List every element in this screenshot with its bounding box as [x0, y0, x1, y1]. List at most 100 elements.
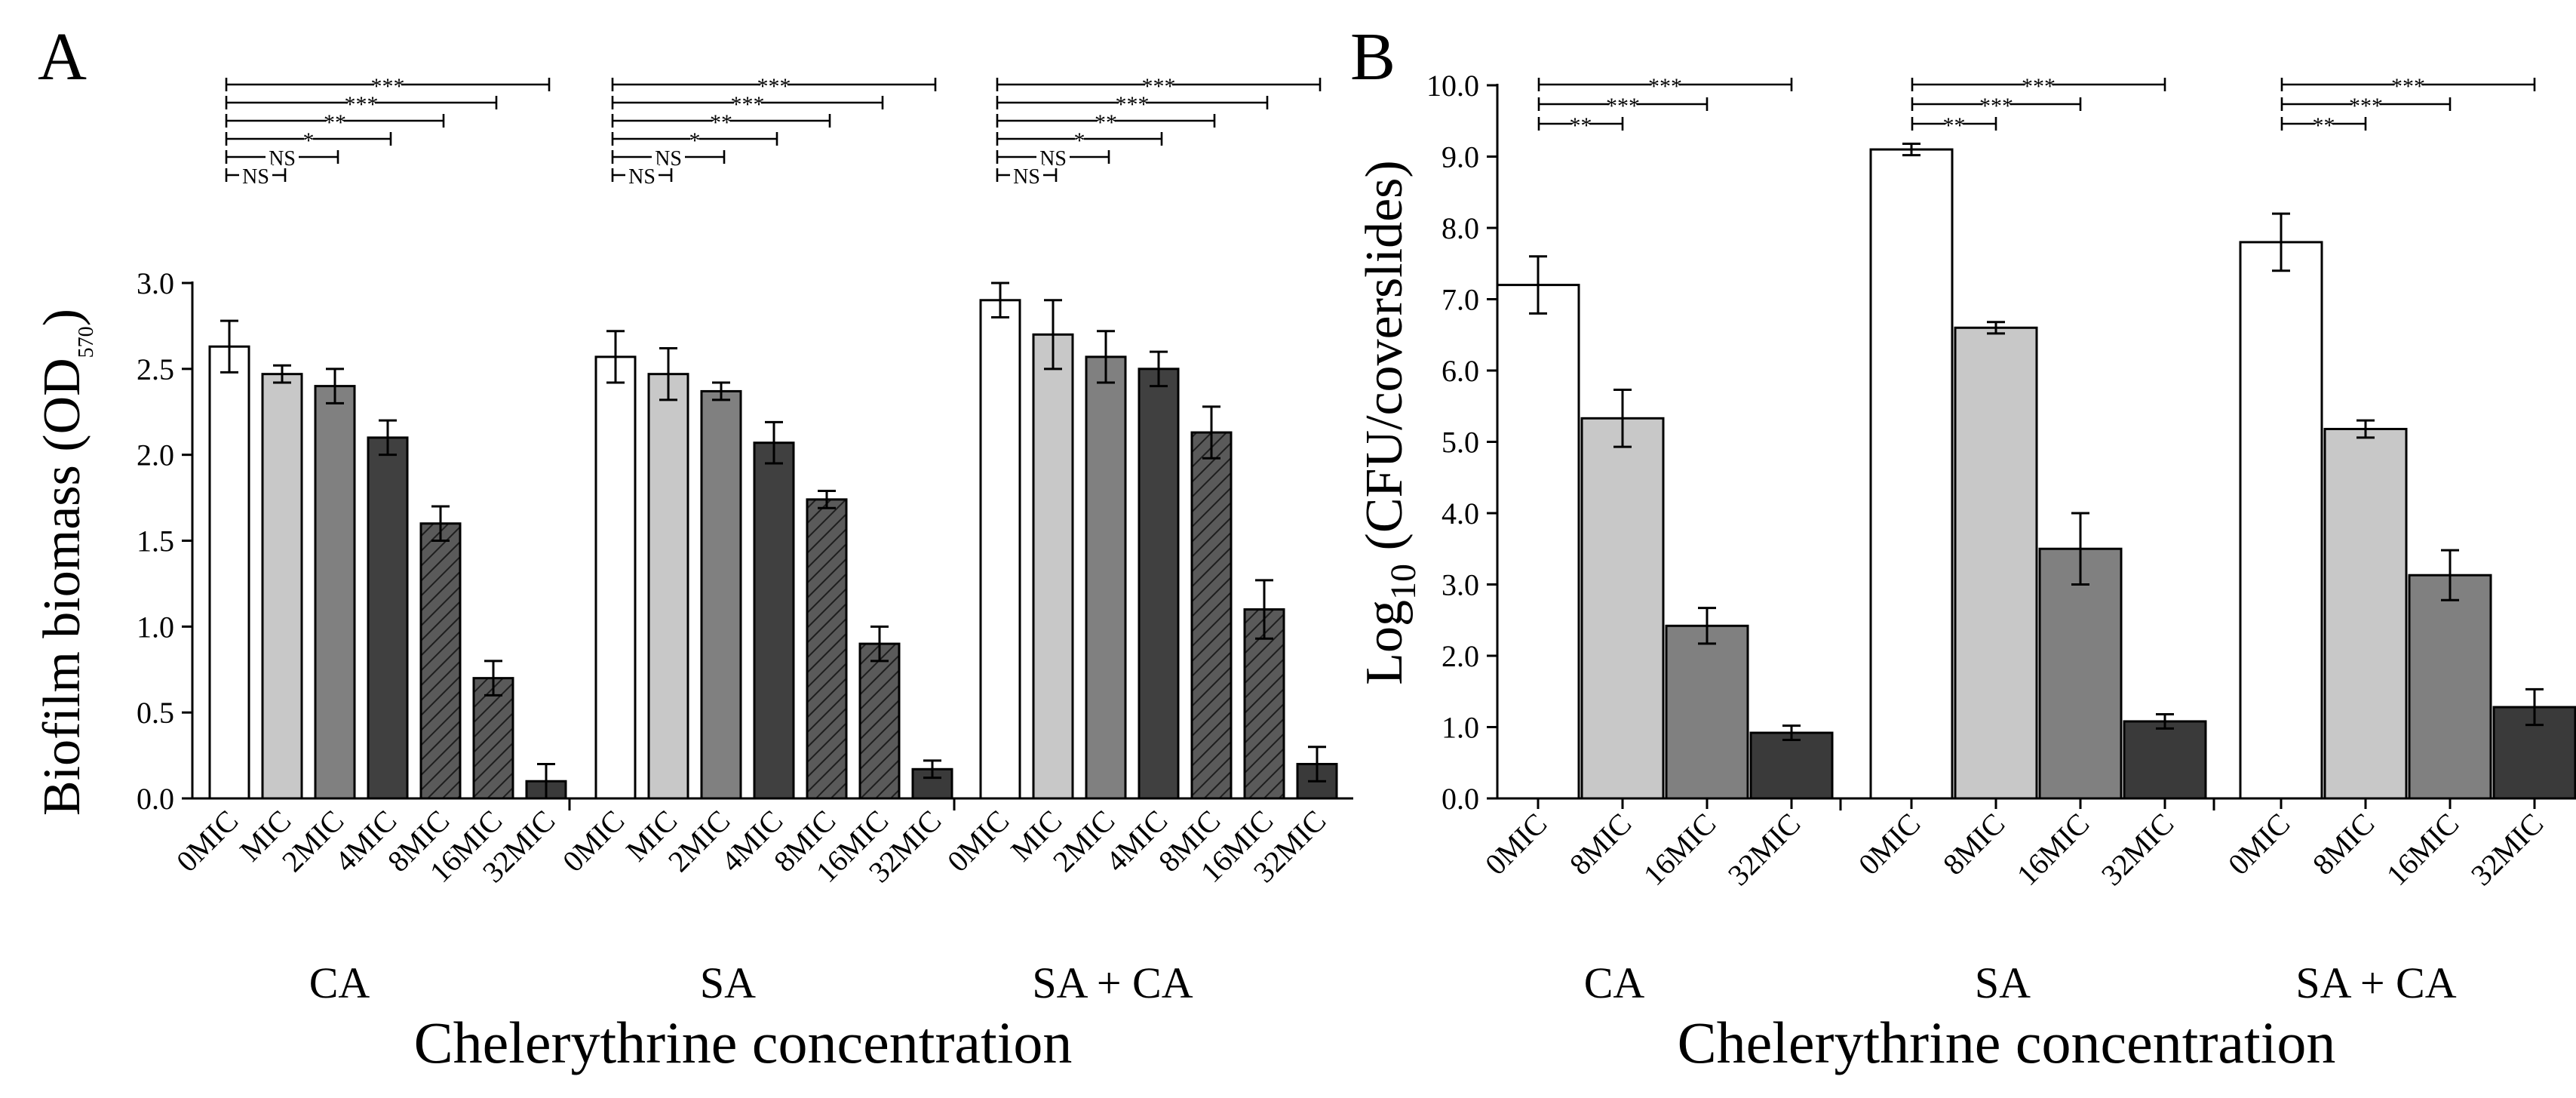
panel-a-label: A [38, 20, 87, 94]
chart-panel-b: B Log10 (CFU/coverslides) Chelerythrine … [1350, 20, 2576, 1075]
panel-a-sig-label-bg [1145, 74, 1172, 92]
panel-b-label: B [1350, 20, 1395, 94]
chart-panel-a: A Biofilm biomass (OD570) Chelerythrine … [33, 20, 1353, 1075]
panel-a-sig-label-bg [1010, 165, 1043, 183]
panel-a-xlabel: Chelerythrine concentration [414, 1010, 1073, 1075]
panel-b-sig-label: *** [1606, 94, 1640, 118]
panel-a-bar [1085, 355, 1127, 800]
panel-a-y-tick-label: 1.0 [137, 610, 174, 644]
panel-a-sig-label-bg [734, 92, 761, 110]
panel-b-sig-label-bg [1982, 94, 2010, 112]
panel-a-y-tick-label: 2.0 [137, 438, 174, 472]
panel-b-sig-label: ** [2313, 113, 2335, 138]
panel-b-sig-label: *** [2391, 74, 2425, 99]
panel-b-sig-label-bg [2394, 74, 2422, 92]
panel-b-sig-label-bg [1945, 113, 1963, 131]
panel-a-x-tick-label: 2MIC [662, 804, 736, 878]
panel-a-sig-label: *** [757, 74, 791, 99]
panel-a-sig-label: * [689, 128, 701, 153]
panel-b-x-tick-label: 8MIC [1936, 807, 2011, 881]
panel-a-ylabel-end: ) [33, 309, 91, 326]
panel-b-x-tick-label: 32MIC [1721, 807, 1807, 893]
panel-b-bar [1496, 284, 1580, 800]
panel-a-sig-label: NS [1013, 165, 1040, 189]
panel-b-bar [1749, 731, 1834, 800]
panel-a-sig-label: ** [710, 110, 732, 135]
panel-a-bar [1032, 333, 1074, 800]
panel-a-sig-label: NS [242, 165, 269, 189]
panel-a-ylabel-sub: 570 [75, 326, 98, 358]
panel-a-sig-label-bg [239, 165, 272, 183]
panel-b-sig-label-bg [1609, 94, 1637, 112]
panel-b-xlabel: Chelerythrine concentration [1678, 1010, 2336, 1075]
panel-a-bar [1138, 368, 1180, 800]
panel-a-sig-label: *** [731, 92, 765, 117]
panel-b-sig-label: ** [1570, 113, 1592, 138]
panel-a-x-tick-label: 0MIC [170, 804, 244, 878]
panel-b-x-tick-label: 8MIC [1563, 807, 1638, 881]
panel-b-bar [2038, 547, 2123, 800]
panel-a-x-tick-label: 4MIC [1099, 804, 1174, 878]
panel-b-x-tick-label: 16MIC [2380, 807, 2466, 893]
panel-b-bar [2408, 574, 2492, 800]
panel-b-y-tick-label: 1.0 [1442, 711, 1479, 745]
panel-a-sig-label-bg [304, 128, 313, 146]
panel-b-ylabel-main: Log [1356, 600, 1414, 685]
panel-a-sig-label: *** [1116, 92, 1150, 117]
panel-a-bar [700, 389, 742, 800]
panel-b-sig-label-bg [2314, 113, 2333, 131]
panel-a-y-tick-label: 0.0 [137, 782, 174, 816]
panel-a-sig-label-bg [348, 92, 375, 110]
panel-b-x-tick-label: 16MIC [1637, 807, 1723, 893]
panel-a-sig-label: * [303, 128, 315, 153]
panel-b-ylabel-end: (CFU/coverslides) [1356, 160, 1414, 564]
panel-a-x-tick-label: 4MIC [328, 804, 403, 878]
panel-b-y-tick-label: 4.0 [1442, 497, 1479, 531]
panel-a-bar [261, 373, 303, 800]
panel-a-sig-label-bg [625, 165, 659, 183]
panel-b-x-tick-label: 32MIC [2464, 807, 2550, 893]
panel-b-y-tick-label: 2.0 [1442, 639, 1479, 673]
panel-b-bar [1869, 148, 1954, 800]
panel-a-bar [367, 436, 409, 800]
panel-b-x-tick-label: 0MIC [2221, 807, 2296, 881]
panel-a-bar [314, 385, 356, 800]
panel-a-sig-label-bg [1097, 110, 1115, 128]
panel-a-sig-label-bg [690, 128, 699, 146]
panel-a-bar [472, 677, 514, 800]
panel-b-bar [1954, 326, 2038, 800]
panel-b-y-tick-label: 0.0 [1442, 782, 1479, 816]
panel-b-y-tick-label: 7.0 [1442, 283, 1479, 317]
panel-b-bar [2239, 241, 2323, 800]
panel-a-bar [858, 642, 901, 800]
panel-b-sig-label: ** [1943, 113, 1966, 138]
panel-b-y-tick-label: 9.0 [1442, 140, 1479, 174]
panel-a-plot: 0.00.51.01.52.02.53.00MICMIC2MIC4MIC8MIC… [137, 74, 1353, 1007]
panel-b-bar [2323, 427, 2408, 800]
panel-b-x-tick-label: 16MIC [2010, 807, 2096, 893]
panel-a-sig-label-bg [712, 110, 730, 128]
panel-a-sig-label-bg [652, 146, 685, 165]
panel-b-x-tick-label: 8MIC [2306, 807, 2381, 881]
panel-a-sig-label: *** [371, 74, 405, 99]
panel-b-x-tick-label: 0MIC [1852, 807, 1927, 881]
panel-b-sig-label: *** [2349, 94, 2383, 118]
panel-b-bar [1665, 624, 1749, 800]
panel-a-sig-label-bg [1119, 92, 1146, 110]
panel-b-sig-label-bg [1571, 113, 1590, 131]
panel-a-group-label: SA + CA [1032, 958, 1193, 1007]
panel-a-y-tick-label: 2.5 [137, 352, 174, 386]
panel-a-sig-label-bg [374, 74, 401, 92]
panel-a-sig-label: NS [655, 147, 682, 171]
panel-a-sig-label: *** [345, 92, 379, 117]
panel-a-bar [806, 498, 848, 800]
panel-b-sig-label: *** [2022, 74, 2056, 99]
panel-b-sig-label: *** [1648, 74, 1682, 99]
panel-b-group-label: CA [1584, 958, 1645, 1007]
panel-a-sig-label: ** [324, 110, 346, 135]
panel-a-bar [1190, 431, 1233, 800]
panel-a-bar [208, 345, 250, 800]
panel-a-x-tick-label: 4MIC [714, 804, 789, 878]
panel-b-sig-label-bg [1651, 74, 1679, 92]
